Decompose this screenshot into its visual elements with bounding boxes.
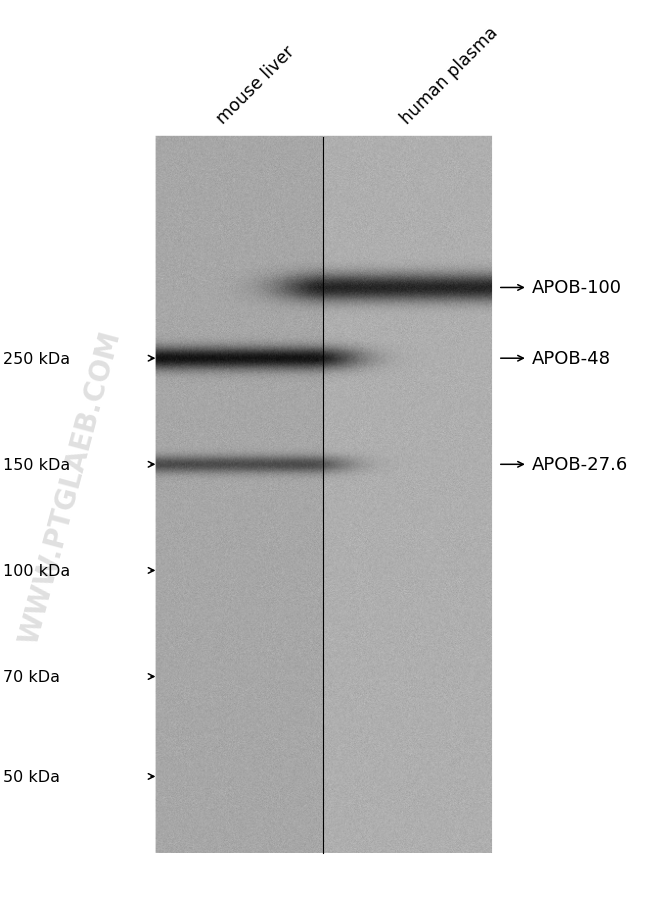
Text: APOB-27.6: APOB-27.6: [532, 456, 629, 474]
Text: APOB-100: APOB-100: [532, 279, 622, 297]
Text: 70 kDa: 70 kDa: [3, 669, 60, 685]
Text: 100 kDa: 100 kDa: [3, 563, 70, 578]
Text: 50 kDa: 50 kDa: [3, 769, 60, 784]
Text: APOB-48: APOB-48: [532, 350, 611, 368]
Text: WWW.PTGLAEB.COM: WWW.PTGLAEB.COM: [14, 327, 125, 647]
Text: 250 kDa: 250 kDa: [3, 351, 70, 366]
Text: human plasma: human plasma: [397, 23, 502, 127]
Text: 150 kDa: 150 kDa: [3, 457, 70, 473]
Text: mouse liver: mouse liver: [213, 42, 298, 127]
